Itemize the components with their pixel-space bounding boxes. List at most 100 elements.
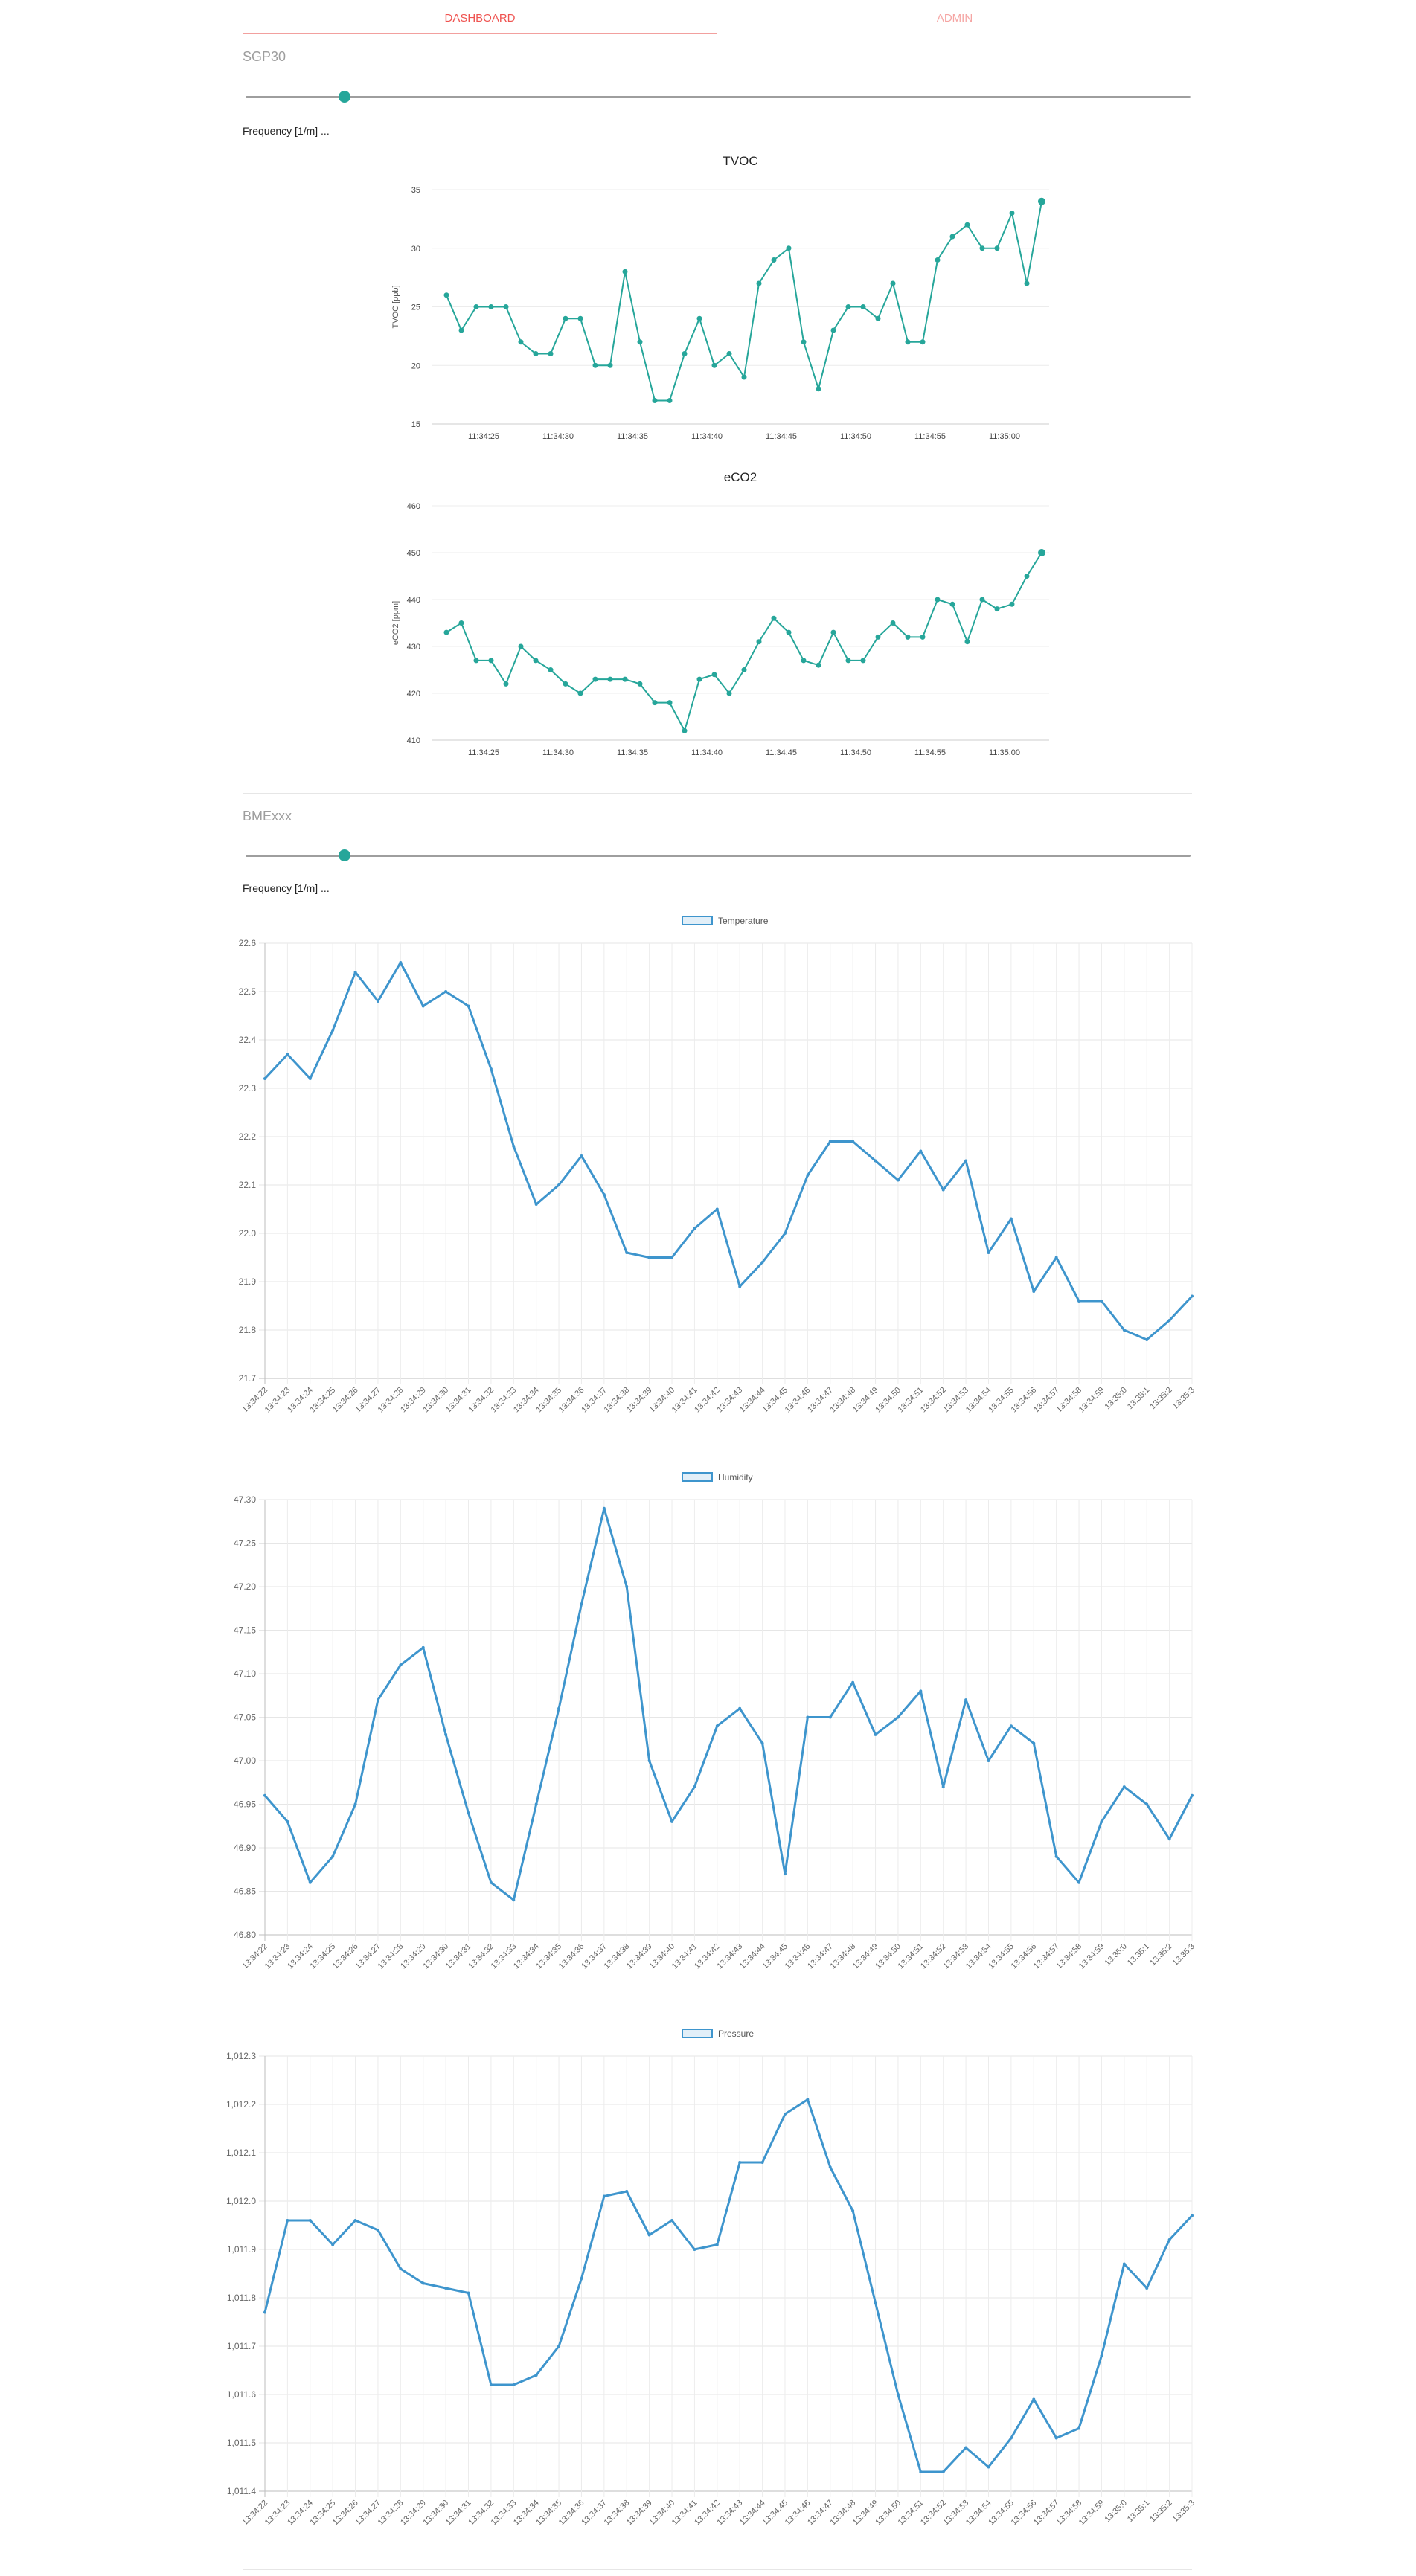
pressure-data-point [286, 2219, 289, 2222]
eco2-data-point [994, 606, 1000, 612]
pressure-data-point [1032, 2397, 1036, 2401]
eco2-x-tick-label: 11:35:00 [989, 748, 1020, 757]
tvoc-x-tick-label: 11:34:30 [542, 432, 574, 441]
eco2-data-point [979, 597, 985, 603]
humidity-data-point [263, 1793, 266, 1797]
pressure-data-point [1145, 2287, 1149, 2290]
pressure-data-point [353, 2219, 357, 2222]
temperature-data-point [1054, 1256, 1058, 1259]
tab-admin[interactable]: ADMIN [936, 12, 973, 25]
humidity-x-tick-label: 13:35:2 [1148, 1942, 1173, 1968]
eco2-data-point [711, 672, 717, 678]
temperature-x-tick-label: 13:35:1 [1126, 1386, 1151, 1411]
humidity-y-tick-label: 47.20 [234, 1581, 256, 1592]
eco2-data-point [652, 700, 658, 706]
pressure-data-point [534, 2374, 538, 2377]
tab-dashboard[interactable]: DASHBOARD [444, 12, 516, 25]
eco2-data-point [443, 629, 449, 635]
pressure-y-tick-label: 1,012.1 [226, 2148, 256, 2158]
tvoc-data-point [1038, 197, 1045, 205]
temperature-data-point [738, 1285, 742, 1288]
humidity-data-point [353, 1802, 357, 1806]
tvoc-data-point [458, 327, 464, 333]
pressure-data-point [625, 2190, 629, 2193]
humidity-data-point [1191, 1793, 1194, 1797]
temperature-data-point [987, 1251, 990, 1254]
pressure-data-point [670, 2219, 674, 2222]
eco2-y-tick-label: 440 [407, 596, 420, 605]
tvoc-data-point [1009, 211, 1015, 216]
tvoc-data-point [890, 280, 896, 286]
temperature-data-point [670, 1256, 674, 1259]
section-divider [243, 793, 1192, 794]
pressure-x-tick-label: 13:35:0 [1103, 2499, 1129, 2524]
bme-frequency-slider[interactable] [246, 855, 1191, 857]
pressure-legend-label: Pressure [718, 2029, 754, 2039]
temperature-data-point [896, 1178, 900, 1182]
bme-slider-thumb[interactable] [339, 849, 351, 861]
sgp30-frequency-slider[interactable] [246, 96, 1191, 98]
temperature-y-tick-label: 22.0 [239, 1228, 257, 1239]
temperature-data-point [851, 1140, 855, 1143]
temperature-y-tick-label: 22.2 [239, 1131, 257, 1142]
humidity-data-point [647, 1759, 651, 1762]
tvoc-data-point [577, 315, 583, 321]
eco2-data-point [637, 681, 643, 687]
humidity-data-point [625, 1585, 629, 1588]
temperature-data-point [308, 1077, 312, 1080]
eco2-y-tick-label: 420 [407, 690, 420, 698]
temperature-data-point [1009, 1217, 1013, 1221]
temperature-data-point [1191, 1294, 1194, 1298]
tvoc-x-tick-label: 11:34:50 [840, 432, 871, 441]
temperature-data-point [715, 1207, 719, 1211]
tvoc-data-point [920, 339, 926, 345]
temperature-data-point [647, 1256, 651, 1259]
temperature-y-tick-label: 22.3 [239, 1083, 257, 1093]
eco2-data-point [816, 662, 821, 668]
eco2-y-tick-label: 430 [407, 643, 420, 652]
pressure-data-point [580, 2277, 583, 2280]
sgp30-slider-thumb[interactable] [339, 91, 351, 103]
temperature-y-tick-label: 21.9 [239, 1276, 257, 1287]
temperature-data-point [919, 1149, 923, 1153]
humidity-data-point [693, 1785, 696, 1789]
tvoc-data-point [533, 351, 539, 356]
bme-section-title: BMExxx [243, 809, 292, 823]
temperature-chart: Temperature 21.7 21.8 21.9 22.0 22.1 22.2 22.3 2… [239, 916, 1196, 1414]
eco2-data-point [830, 629, 836, 635]
tvoc-data-point [622, 269, 628, 274]
pressure-series-line [263, 2098, 1194, 2473]
pressure-data-point [602, 2194, 606, 2198]
humidity-data-point [828, 1715, 832, 1719]
eco2-data-point [607, 676, 613, 682]
eco2-data-point [518, 643, 524, 649]
temperature-series-line [263, 961, 1194, 1341]
eco2-x-tick-label: 11:34:35 [617, 748, 648, 757]
pressure-data-point [376, 2229, 379, 2232]
humidity-data-point [1122, 1785, 1126, 1789]
pressure-data-point [399, 2267, 403, 2270]
humidity-y-tick-label: 47.15 [234, 1625, 256, 1636]
page-bottom-divider [243, 2569, 1192, 2570]
pressure-x-tick-label: 13:35:3 [1171, 2499, 1196, 2524]
tvoc-data-point [1024, 280, 1030, 286]
temperature-data-point [693, 1227, 696, 1230]
temperature-data-point [602, 1193, 606, 1196]
pressure-data-point [1009, 2436, 1013, 2440]
temperature-data-point [1122, 1329, 1126, 1332]
eco2-data-point [860, 658, 866, 664]
pressure-data-point [806, 2098, 810, 2101]
tvoc-data-point [786, 245, 792, 251]
tvoc-y-axis-label: TVOC [ppb] [391, 285, 400, 328]
tvoc-x-tick-label: 11:34:45 [766, 432, 797, 441]
eco2-chart-title: eCO2 [724, 470, 757, 484]
humidity-data-point [467, 1811, 470, 1815]
tvoc-data-point [548, 351, 554, 356]
eco2-x-tick-label: 11:34:30 [542, 748, 574, 757]
pressure-y-tick-label: 1,011.8 [227, 2293, 256, 2303]
temperature-data-point [1100, 1300, 1103, 1303]
temperature-data-point [399, 961, 403, 964]
tvoc-x-tick-label: 11:34:40 [691, 432, 723, 441]
eco2-data-point [1024, 574, 1030, 579]
eco2-data-point [845, 658, 851, 664]
